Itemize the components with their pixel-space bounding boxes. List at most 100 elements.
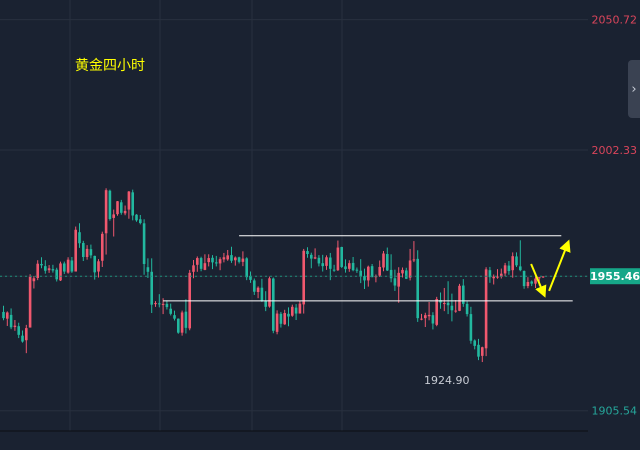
- candle-body: [332, 269, 336, 271]
- chevron-right-icon[interactable]: ›: [628, 60, 640, 118]
- candle-body: [116, 201, 119, 215]
- candle-body: [401, 269, 404, 274]
- candle-body: [503, 265, 507, 274]
- candle-body: [249, 275, 252, 280]
- price-axis: 2050.72 2002.33 1905.54 1955.46: [590, 14, 640, 418]
- candle-body: [344, 266, 347, 270]
- chart-title: 黄金四小时: [75, 57, 145, 74]
- candle-body: [279, 313, 283, 324]
- candle-body: [256, 287, 260, 293]
- candle-body: [32, 278, 36, 282]
- current-price-label: 1955.46: [590, 270, 640, 283]
- y-tick-label: 2050.72: [592, 14, 638, 27]
- candle-body: [169, 308, 172, 314]
- candle-body: [241, 258, 245, 262]
- candle-body: [2, 311, 5, 319]
- candle-body: [382, 253, 385, 268]
- candle-body: [21, 335, 24, 342]
- candle-body: [89, 249, 93, 256]
- candle-body: [51, 269, 55, 271]
- candle-body: [393, 278, 397, 286]
- candle-body: [458, 285, 461, 311]
- candle-body: [25, 328, 28, 341]
- candle-body: [230, 255, 233, 261]
- candle-body: [63, 263, 66, 272]
- candle-body: [450, 305, 454, 311]
- candle-body: [515, 256, 518, 266]
- candle-body: [454, 310, 457, 312]
- candle-body: [97, 261, 100, 272]
- candle-body: [405, 270, 408, 279]
- candle-body: [211, 257, 214, 263]
- candle-body: [218, 259, 222, 264]
- candle-body: [275, 313, 279, 332]
- candle-body: [397, 272, 400, 287]
- candle-body: [93, 255, 96, 273]
- candle-body: [340, 247, 343, 267]
- candle-body: [17, 326, 20, 335]
- candle-body: [511, 256, 514, 271]
- candle-body: [66, 259, 70, 273]
- candle-body: [184, 311, 188, 328]
- candle-body: [28, 276, 32, 328]
- candle-body: [78, 232, 81, 244]
- candle-body: [165, 303, 169, 308]
- candle-body: [302, 250, 305, 305]
- candle-body: [446, 302, 450, 306]
- candle-body: [199, 258, 203, 269]
- candle-body: [317, 257, 321, 264]
- candle-body: [108, 190, 112, 220]
- candle-body: [367, 266, 370, 281]
- candle-body: [123, 210, 127, 214]
- candle-body: [196, 258, 199, 265]
- candle-body: [370, 266, 374, 278]
- candle-body: [142, 223, 146, 264]
- candle-body: [291, 306, 294, 316]
- candle-body: [287, 313, 290, 317]
- candle-body: [321, 263, 324, 267]
- y-tick-label: 1905.54: [592, 405, 638, 418]
- candle-body: [146, 267, 150, 272]
- candle-body: [488, 270, 492, 278]
- candle-body: [427, 314, 431, 317]
- candle-body: [85, 248, 89, 257]
- candle-body: [36, 263, 39, 278]
- candle-body: [298, 303, 302, 314]
- up-arrow: [548, 239, 571, 292]
- candle-body: [348, 263, 351, 269]
- candle-body: [500, 273, 503, 277]
- candle-body: [44, 266, 47, 271]
- candle-body: [443, 303, 446, 305]
- candle-body: [313, 257, 317, 259]
- candle-body: [416, 258, 419, 319]
- candle-body: [462, 285, 465, 304]
- candle-body: [226, 255, 229, 260]
- candle-body: [492, 276, 495, 279]
- candle-body: [522, 270, 526, 287]
- candle-body: [173, 315, 176, 319]
- candle-body: [70, 260, 74, 272]
- candle-body: [477, 344, 480, 357]
- candle-body: [355, 269, 359, 271]
- candle-body: [104, 190, 108, 234]
- candle-body: [386, 254, 389, 271]
- candle-body: [112, 214, 115, 218]
- candle-body: [389, 269, 393, 279]
- candle-body: [268, 278, 271, 307]
- candle-body: [294, 307, 298, 314]
- candle-body: [180, 312, 184, 333]
- candle-body: [161, 303, 165, 305]
- candle-body: [59, 263, 62, 281]
- candle-body: [158, 303, 161, 305]
- down-arrow: [530, 263, 547, 298]
- candle-body: [507, 265, 511, 271]
- candle-body: [127, 191, 131, 210]
- candle-body: [55, 269, 58, 280]
- candle-body: [351, 262, 355, 271]
- y-tick-label: 2002.33: [592, 144, 638, 157]
- candle-body: [484, 269, 488, 349]
- candle-body: [6, 312, 9, 319]
- candle-body: [378, 266, 381, 276]
